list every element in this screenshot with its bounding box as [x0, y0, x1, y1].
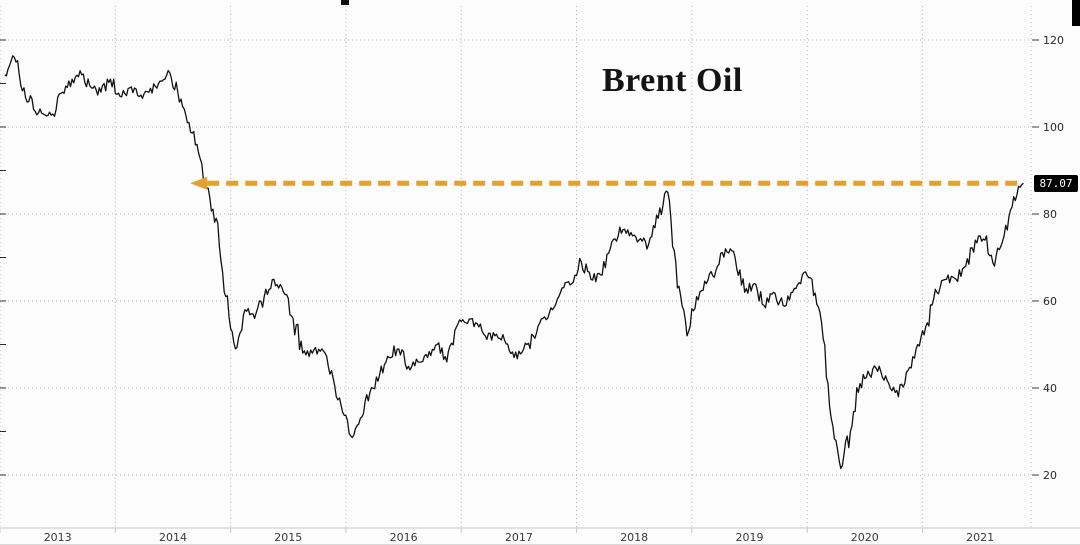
- chart-title: Brent Oil: [602, 62, 743, 99]
- y-axis: 20 40 60 80 100 120: [1032, 34, 1064, 482]
- y-tick-label: 60: [1043, 295, 1057, 308]
- brent-price-line: [4, 55, 1024, 470]
- left-axis-ticks: [0, 39, 6, 476]
- y-tick-label: 120: [1043, 34, 1064, 47]
- x-tick-label: 2017: [505, 531, 533, 544]
- gridlines: [0, 6, 1032, 528]
- x-tick-label: 2016: [390, 531, 418, 544]
- x-tick-label: 2019: [736, 531, 764, 544]
- y-tick-label: 80: [1043, 208, 1057, 221]
- y-tick-label: 100: [1043, 121, 1064, 134]
- left-arrow-icon: [190, 176, 208, 190]
- y-tick-label: 40: [1043, 382, 1057, 395]
- x-tick-label: 2015: [274, 531, 302, 544]
- x-tick-label: 2018: [620, 531, 648, 544]
- top-edge-artifact: [341, 0, 349, 5]
- last-price-badge: 87.07: [1034, 175, 1078, 192]
- x-axis: 2013 2014 2015 2016 2017 2018 2019 2020 2021: [0, 527, 1080, 544]
- price-annotation-line: [190, 176, 1022, 190]
- x-tick-label: 2021: [966, 531, 994, 544]
- x-tick-label: 2014: [159, 531, 187, 544]
- y-tick-label: 20: [1043, 469, 1057, 482]
- x-tick-label: 2013: [44, 531, 72, 544]
- right-edge-artifact: [1072, 0, 1080, 26]
- x-tick-label: 2020: [851, 531, 879, 544]
